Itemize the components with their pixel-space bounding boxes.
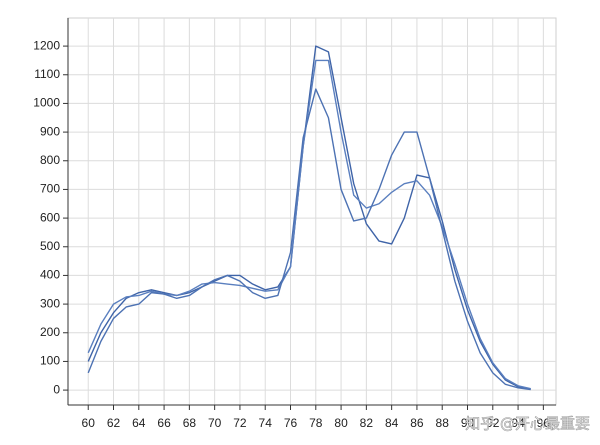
y-tick-label: 400 [40, 268, 60, 282]
y-tick-label: 600 [40, 210, 60, 224]
x-tick-label: 86 [410, 416, 424, 430]
y-tick-label: 700 [40, 182, 60, 196]
x-tick-label: 60 [82, 416, 96, 430]
x-tick-label: 72 [233, 416, 247, 430]
x-tick-label: 78 [309, 416, 323, 430]
x-tick-label: 84 [385, 416, 399, 430]
x-tick-label: 76 [284, 416, 298, 430]
x-tick-label: 90 [461, 416, 475, 430]
y-tick-label: 0 [53, 382, 60, 396]
y-tick-label: 100 [40, 354, 60, 368]
x-tick-label: 64 [132, 416, 146, 430]
x-tick-label: 88 [436, 416, 450, 430]
y-tick-label: 200 [40, 325, 60, 339]
y-tick-label: 1000 [33, 96, 60, 110]
x-tick-label: 70 [208, 416, 222, 430]
x-tick-label: 74 [259, 416, 273, 430]
x-tick-label: 96 [537, 416, 551, 430]
y-tick-label: 1200 [33, 38, 60, 52]
x-tick-label: 66 [157, 416, 171, 430]
watermark: 知乎 @开心最重要 [465, 415, 590, 433]
y-tick-label: 800 [40, 153, 60, 167]
x-tick-label: 68 [183, 416, 197, 430]
x-tick-label: 94 [511, 416, 525, 430]
y-tick-label: 900 [40, 124, 60, 138]
y-tick-label: 500 [40, 239, 60, 253]
x-tick-label: 82 [360, 416, 374, 430]
x-tick-label: 62 [107, 416, 121, 430]
x-tick-label: 92 [486, 416, 500, 430]
data-line [87, 88, 531, 391]
data-line [87, 45, 531, 390]
x-tick-label: 80 [334, 416, 348, 430]
y-tick-label: 300 [40, 296, 60, 310]
y-tick-label: 1100 [34, 67, 60, 81]
